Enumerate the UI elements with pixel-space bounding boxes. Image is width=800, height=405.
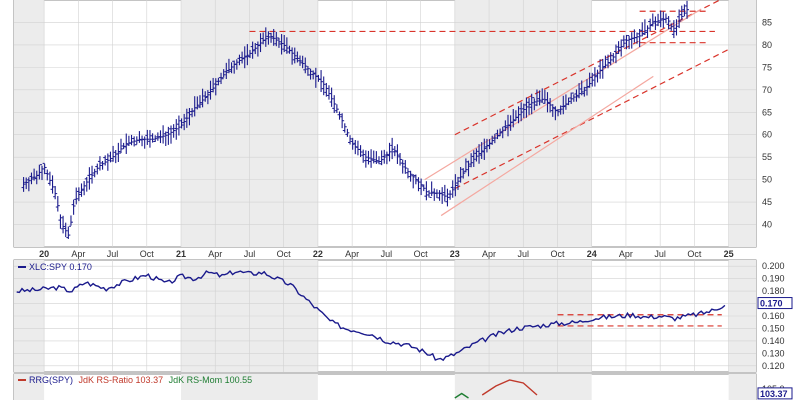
price-x-tick-label: Apr xyxy=(208,249,222,259)
price-y-tick-label: 85 xyxy=(762,17,772,27)
price-trendline xyxy=(454,0,722,136)
price-grid xyxy=(14,0,756,247)
rs-trendlines xyxy=(557,314,722,327)
price-ohlc-series xyxy=(21,0,690,239)
price-x-tick-label: Oct xyxy=(277,249,292,259)
rs-y-tick-label: 0.180 xyxy=(762,286,785,296)
rrg-legend-rs-mom: JdK RS-Mom 100.55 xyxy=(169,375,253,385)
price-x-tick-label: Oct xyxy=(414,249,429,259)
rrg-legend-rs-ratio: JdK RS-Ratio 103.37 xyxy=(79,375,164,385)
price-trendlines xyxy=(249,0,729,217)
price-x-tick-label: 24 xyxy=(587,249,597,259)
svg-text:RRG(SPY) JdK RS-Ratio: RRG(SPY) JdK RS-Ratio 103.37 JdK RS-Mom … xyxy=(29,375,252,385)
price-band xyxy=(14,0,45,247)
rrg-band xyxy=(181,374,318,404)
price-x-tick-label: 22 xyxy=(313,249,323,259)
price-y-tick-label: 45 xyxy=(762,197,772,207)
price-band xyxy=(728,0,756,247)
rs-line-series xyxy=(16,270,726,362)
rrg-year-bands xyxy=(14,374,756,404)
price-y-tick-label: 80 xyxy=(762,40,772,50)
price-x-tick-label: Apr xyxy=(71,249,85,259)
price-x-tick-label: Apr xyxy=(345,249,359,259)
rrg-band xyxy=(454,374,592,404)
price-x-tick-label: 25 xyxy=(724,249,734,259)
rrg-band xyxy=(728,374,756,404)
price-x-tick-label: Oct xyxy=(687,249,702,259)
rrg-last-value-badge: 103.37 xyxy=(757,387,793,400)
rs-last-value: 0.170 xyxy=(760,299,783,309)
price-y-tick-label: 65 xyxy=(762,107,772,117)
price-x-tick-label: 21 xyxy=(176,249,186,259)
price-y-tick-label: 60 xyxy=(762,130,772,140)
price-trendline xyxy=(454,48,729,190)
price-panel-frame xyxy=(13,0,757,248)
rs-y-tick-label: 0.130 xyxy=(762,348,785,358)
rs-line xyxy=(16,270,726,362)
rs-last-value-badge: 0.170 xyxy=(757,297,793,310)
rs-y-tick-label: 0.160 xyxy=(762,311,785,321)
price-x-tick-label: Jul xyxy=(381,249,393,259)
price-y-tick-label: 50 xyxy=(762,175,772,185)
price-x-tick-label: Apr xyxy=(482,249,496,259)
price-x-tick-label: 20 xyxy=(39,249,49,259)
price-x-tick-label: 23 xyxy=(450,249,460,259)
price-y-tick-label: 40 xyxy=(762,220,772,230)
price-y-tick-label: 70 xyxy=(762,85,772,95)
rrg-line xyxy=(481,379,538,396)
price-trendline xyxy=(440,75,654,217)
price-x-tick-label: Jul xyxy=(244,249,256,259)
rs-y-tick-label: 0.150 xyxy=(762,323,785,333)
rs-y-tick-label: 0.200 xyxy=(762,261,785,271)
rrg-series xyxy=(454,379,538,399)
price-x-tick-label: Jul xyxy=(654,249,666,259)
rs-y-tick-label: 0.140 xyxy=(762,336,785,346)
rrg-line xyxy=(454,392,469,399)
price-y-tick-label: 75 xyxy=(762,62,772,72)
rrg-legend: RRG(SPY) JdK RS-Ratio 103.37 JdK RS-Mom … xyxy=(18,375,252,385)
rs-y-axis: 0.120 0.130 0.140 0.150 0.160 0.170 0.180 0.190… xyxy=(762,261,785,371)
rs-legend-label: XLC:SPY 0.170 xyxy=(29,262,92,272)
price-y-axis: 40 45 50 55 60 65 70 75 80 85 xyxy=(762,17,772,229)
price-x-tick-label: Apr xyxy=(619,249,633,259)
rrg-last-value: 103.37 xyxy=(760,389,788,399)
price-x-tick-label: Oct xyxy=(550,249,565,259)
price-x-tick-label: Oct xyxy=(140,249,155,259)
price-trendline xyxy=(424,8,702,181)
rrg-legend-title: RRG(SPY) xyxy=(29,375,73,385)
rs-legend: XLC:SPY 0.170 xyxy=(18,262,92,272)
price-x-tick-label: Jul xyxy=(518,249,530,259)
price-x-tick-label: Jul xyxy=(107,249,119,259)
price-x-axis: 20 Apr Jul Oct 21 Apr Jul Oct 22 Apr Jul Oct 23 Apr Ju… xyxy=(39,249,734,259)
rs-y-tick-label: 0.190 xyxy=(762,274,785,284)
rs-y-tick-label: 0.120 xyxy=(762,361,785,371)
rrg-panel-frame xyxy=(13,373,757,405)
price-y-tick-label: 55 xyxy=(762,152,772,162)
